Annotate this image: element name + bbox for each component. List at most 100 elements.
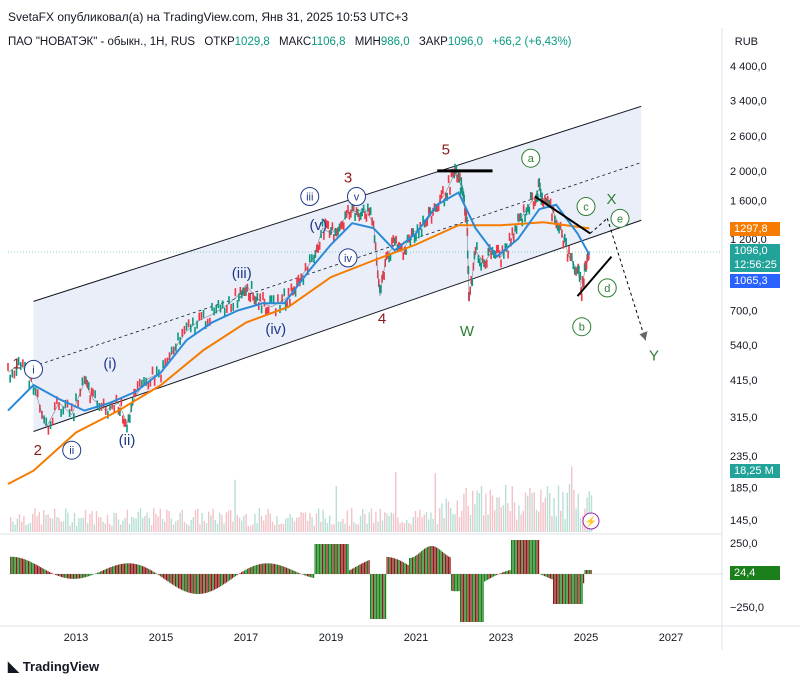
osc-bar <box>398 560 400 574</box>
osc-bar <box>325 544 327 574</box>
volume-bar <box>280 523 282 532</box>
volume-bar <box>203 521 205 532</box>
osc-bar <box>362 562 364 574</box>
volume-bar <box>91 511 93 532</box>
volume-bar <box>71 522 73 532</box>
osc-bar <box>206 574 208 593</box>
volume-bar <box>564 519 566 532</box>
osc-bar <box>35 564 37 574</box>
volume-bar <box>568 484 571 532</box>
volume-bar <box>197 508 199 532</box>
osc-bar <box>587 570 589 574</box>
osc-bar <box>80 574 82 579</box>
volume-bar <box>368 512 370 532</box>
volume-bar <box>445 498 447 532</box>
triangle-upper-line <box>534 195 591 235</box>
y-tick-label: 185,0 <box>730 483 758 495</box>
osc-bar <box>575 574 577 604</box>
volume-bar <box>487 514 489 532</box>
osc-bar <box>65 574 67 579</box>
volume-bar <box>434 473 436 532</box>
osc-bar <box>77 574 79 579</box>
volume-bar <box>159 508 161 532</box>
volume-bar <box>175 521 177 532</box>
osc-bar <box>139 565 141 574</box>
osc-bar <box>511 540 513 574</box>
osc-bar <box>31 562 33 574</box>
osc-bar <box>388 557 390 574</box>
osc-bar <box>461 574 463 622</box>
wave-label: (i) <box>103 356 116 373</box>
volume-bar <box>579 518 582 532</box>
osc-bar <box>305 574 307 576</box>
osc-bar <box>190 574 192 594</box>
wave-circle <box>24 359 43 379</box>
volume-bar <box>331 524 333 532</box>
osc-bar <box>566 574 568 604</box>
osc-bar <box>217 574 219 589</box>
annotations: 12345iii(i)(ii)(iii)(iv)iii(v)ivvWabcdeX… <box>12 141 659 530</box>
volume-bar <box>370 508 373 532</box>
osc-bar <box>73 574 75 579</box>
projection-line-2 <box>606 218 646 341</box>
volume-bar <box>480 485 483 532</box>
volume-bar <box>232 521 234 532</box>
osc-bar <box>284 567 286 574</box>
volume-bar <box>135 518 137 532</box>
osc-bar <box>559 574 561 604</box>
y-tick-label: 415,0 <box>730 375 758 387</box>
osc-bar <box>55 574 57 575</box>
osc-bar <box>257 564 259 574</box>
osc-bar <box>125 563 127 574</box>
osc-bar <box>61 574 63 578</box>
volume-bar <box>452 513 454 532</box>
volume-bar <box>412 516 414 532</box>
osc-bar <box>299 573 301 574</box>
osc-bar <box>578 574 580 604</box>
blue-ma-tag: 1065,3 <box>730 274 780 288</box>
osc-bar <box>179 574 181 590</box>
osc-bar <box>304 574 306 576</box>
volume-bar <box>98 517 100 532</box>
volume-bar <box>164 521 166 532</box>
osc-bar <box>505 571 507 574</box>
volume-bar <box>419 509 421 532</box>
osc-bar <box>314 544 316 574</box>
volume-bar <box>337 521 340 532</box>
x-tick-label: 2013 <box>64 632 88 644</box>
osc-bar <box>41 567 43 574</box>
volume-bar <box>386 513 388 532</box>
volume-bar <box>318 508 320 532</box>
osc-bar <box>503 571 505 574</box>
volume-bar <box>390 512 392 532</box>
volume-bar <box>243 515 245 532</box>
osc-bar <box>134 563 136 574</box>
volume-bar <box>10 517 12 532</box>
osc-bar <box>23 559 25 574</box>
volume-bar <box>216 523 219 532</box>
osc-bar <box>586 570 588 574</box>
osc-bar <box>376 574 378 619</box>
osc-bar <box>266 563 268 574</box>
wave-label: 3 <box>344 170 352 187</box>
osc-bar <box>197 574 199 594</box>
volume-bar <box>289 513 291 532</box>
osc-bar <box>22 558 24 574</box>
x-tick-label: 2019 <box>319 632 343 644</box>
volume-bar <box>32 513 34 532</box>
osc-bar <box>133 563 135 574</box>
osc-bar <box>229 574 231 581</box>
volume-bar <box>498 497 500 532</box>
osc-bar <box>352 568 354 574</box>
osc-bar <box>490 574 492 579</box>
y-tick-label: 145,0 <box>730 515 758 527</box>
x-tick-label: 2017 <box>234 632 258 644</box>
volume-bar <box>544 497 546 532</box>
osc-bar <box>440 550 442 574</box>
osc-bar <box>430 546 432 574</box>
change-value: +66,2 (+6,43%) <box>492 36 572 48</box>
volume-bar <box>205 523 208 532</box>
tradingview-logo[interactable]: ◣ TradingView <box>8 658 99 675</box>
volume-bar <box>505 484 507 532</box>
